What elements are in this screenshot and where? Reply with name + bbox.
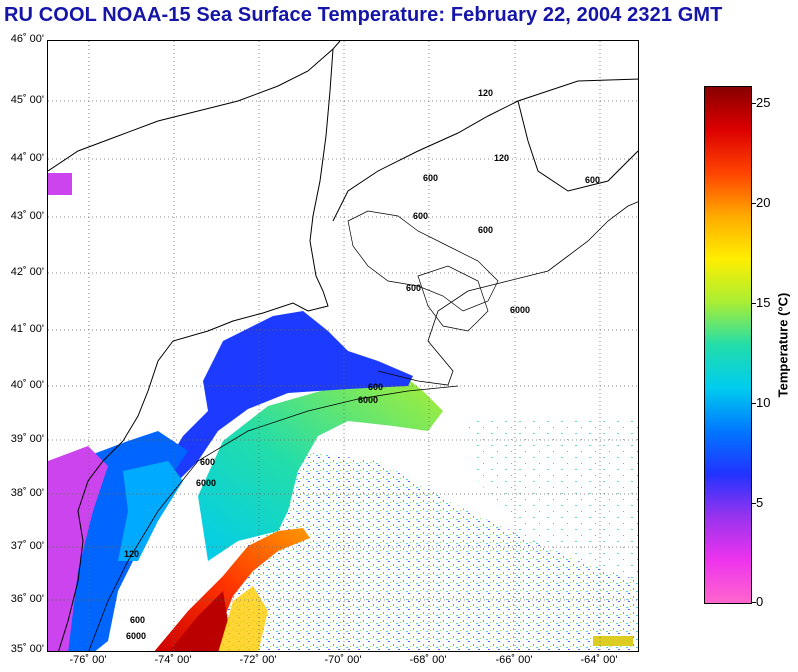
coastline	[48, 41, 638, 651]
contour-label: 120	[124, 549, 139, 559]
lat-label-36: 36˚ 00'	[10, 593, 44, 605]
contour-label: 600	[406, 283, 421, 293]
se-patch	[593, 636, 633, 646]
gulf-stream-fringe	[218, 586, 268, 651]
lat-label-37: 37˚ 00'	[10, 540, 44, 552]
colorbar-tick-0: 0	[756, 594, 764, 609]
contour-label: 6000	[196, 478, 216, 488]
contour-label: 6000	[510, 305, 530, 315]
ne-patch	[48, 173, 72, 195]
lon-label-68: -68˚ 00'	[409, 654, 447, 666]
contour-gulf-of-maine	[347, 210, 499, 312]
contour-shelf-break	[377, 201, 638, 386]
contour-slope	[88, 385, 459, 651]
lat-label-46: 46˚ 00'	[10, 33, 44, 45]
lon-label-70: -70˚ 00'	[324, 654, 362, 666]
lat-label-35: 35˚ 00'	[10, 643, 44, 655]
contour-label: 600	[200, 457, 215, 467]
contour-label: 600	[423, 173, 438, 183]
lon-label-72: -72˚ 00'	[239, 654, 277, 666]
contour-label: 6000	[126, 631, 146, 641]
contour-label: 6000	[358, 395, 378, 405]
lat-label-41: 41˚ 00'	[10, 323, 44, 335]
coastal-cold-water	[48, 446, 108, 651]
contour-georges-bank	[417, 265, 489, 332]
inner-shelf	[118, 461, 183, 561]
temperature-colorbar	[704, 86, 752, 604]
lat-label-45: 45˚ 00'	[10, 94, 44, 106]
colorbar-tick-5: 5	[756, 495, 764, 510]
speckled-region	[198, 451, 638, 651]
contour-label: 120	[494, 153, 509, 163]
gulf-stream	[154, 528, 310, 651]
gulf-stream-core	[169, 591, 228, 651]
contour-label: 600	[130, 615, 145, 625]
contour-label: 600	[585, 175, 600, 185]
lat-label-40: 40˚ 00'	[10, 379, 44, 391]
contour-label: 120	[478, 88, 493, 98]
colorbar-tick-10: 10	[756, 395, 771, 410]
lon-label-66: -66˚ 00'	[495, 654, 533, 666]
speckled-region-east	[468, 421, 638, 581]
colorbar-tick-25: 25	[756, 95, 771, 110]
lat-label-44: 44˚ 00'	[10, 152, 44, 164]
colorbar-tick-15: 15	[756, 295, 771, 310]
lon-label-76: -76˚ 00'	[69, 654, 107, 666]
contour-label: 600	[413, 211, 428, 221]
lat-label-39: 39˚ 00'	[10, 433, 44, 445]
colorbar-tick-20: 20	[756, 195, 771, 210]
lat-label-42: 42˚ 00'	[10, 266, 44, 278]
sst-map-canvas: 120 600 600 600 600 6000 600 6000 600 60…	[48, 41, 638, 651]
sst-map[interactable]: 120 600 600 600 600 6000 600 6000 600 60…	[47, 40, 639, 652]
contour-label: 600	[478, 225, 493, 235]
lon-label-74: -74˚ 00'	[154, 654, 192, 666]
colorbar-label: Temperature (°C)	[775, 292, 791, 398]
graticule	[48, 41, 638, 651]
map-title: RU COOL NOAA-15 Sea Surface Temperature:…	[4, 4, 723, 26]
lon-label-64: -64˚ 00'	[580, 654, 618, 666]
shelf-water	[168, 311, 413, 481]
lat-label-38: 38˚ 00'	[10, 487, 44, 499]
contour-label: 600	[368, 382, 383, 392]
slope-water	[198, 379, 443, 561]
lat-label-43: 43˚ 00'	[10, 210, 44, 222]
